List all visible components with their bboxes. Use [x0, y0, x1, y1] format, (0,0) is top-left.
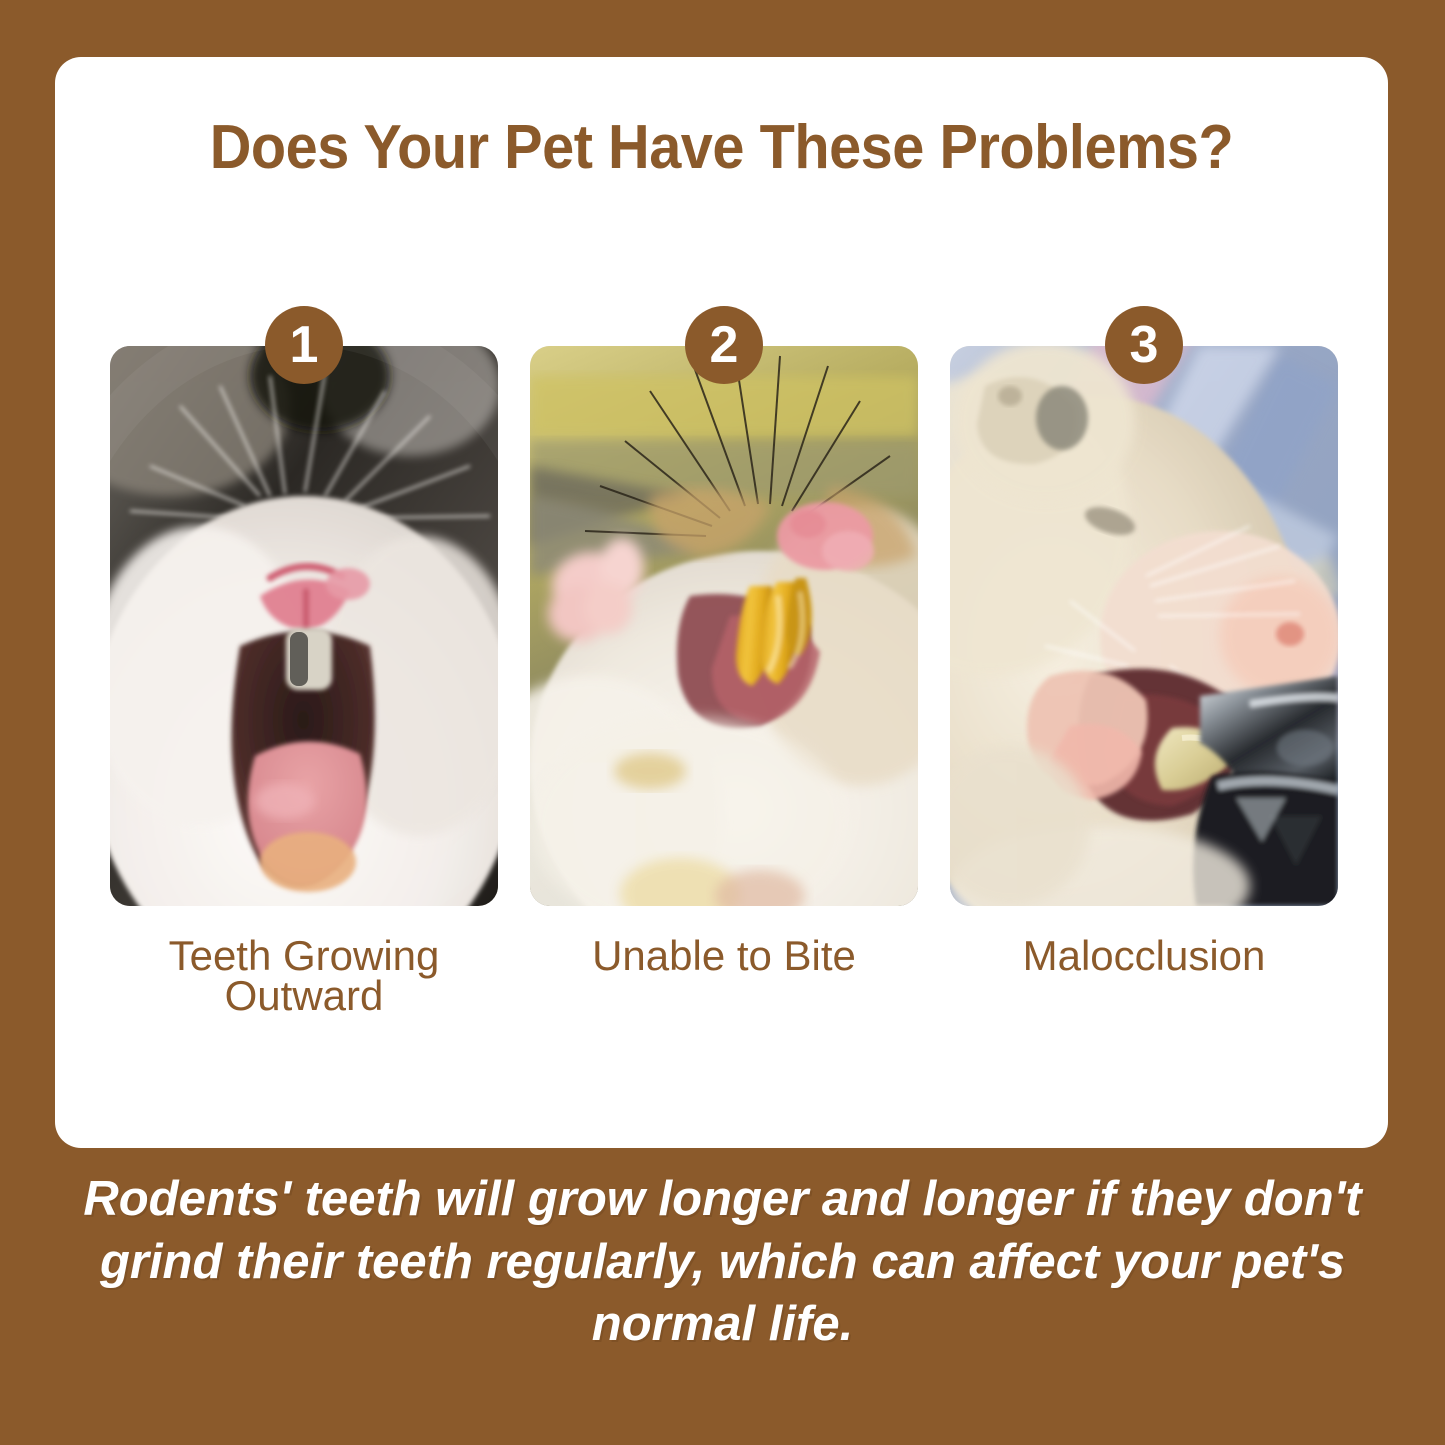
problem-photo-1 [110, 346, 498, 906]
hamster-overgrown-incisors-photo [530, 346, 918, 906]
white-card: Does Your Pet Have These Problems? 1 [55, 57, 1388, 1148]
problem-photo-3 [950, 346, 1338, 906]
problem-column-2: 2 [530, 306, 918, 1016]
problem-column-3: 3 [950, 306, 1338, 1016]
problem-caption-3: Malocclusion [1022, 932, 1266, 979]
bottom-banner-text: Rodents' teeth will grow longer and long… [83, 1172, 1362, 1352]
hamster-malocclusion-clipper-photo [950, 346, 1338, 906]
problem-photo-2 [530, 346, 918, 906]
problem-caption-2: Unable to Bite [592, 932, 856, 979]
page-title: Does Your Pet Have These Problems? [209, 113, 1234, 182]
problem-column-1: 1 [110, 306, 498, 1016]
step-badge-3: 3 [1105, 306, 1183, 384]
hamster-open-mouth-photo [110, 346, 498, 906]
problem-caption-1: Teeth Growing Outward [168, 932, 440, 1019]
problems-row: 1 [110, 306, 1338, 1016]
step-badge-2: 2 [685, 306, 763, 384]
step-badge-1: 1 [265, 306, 343, 384]
